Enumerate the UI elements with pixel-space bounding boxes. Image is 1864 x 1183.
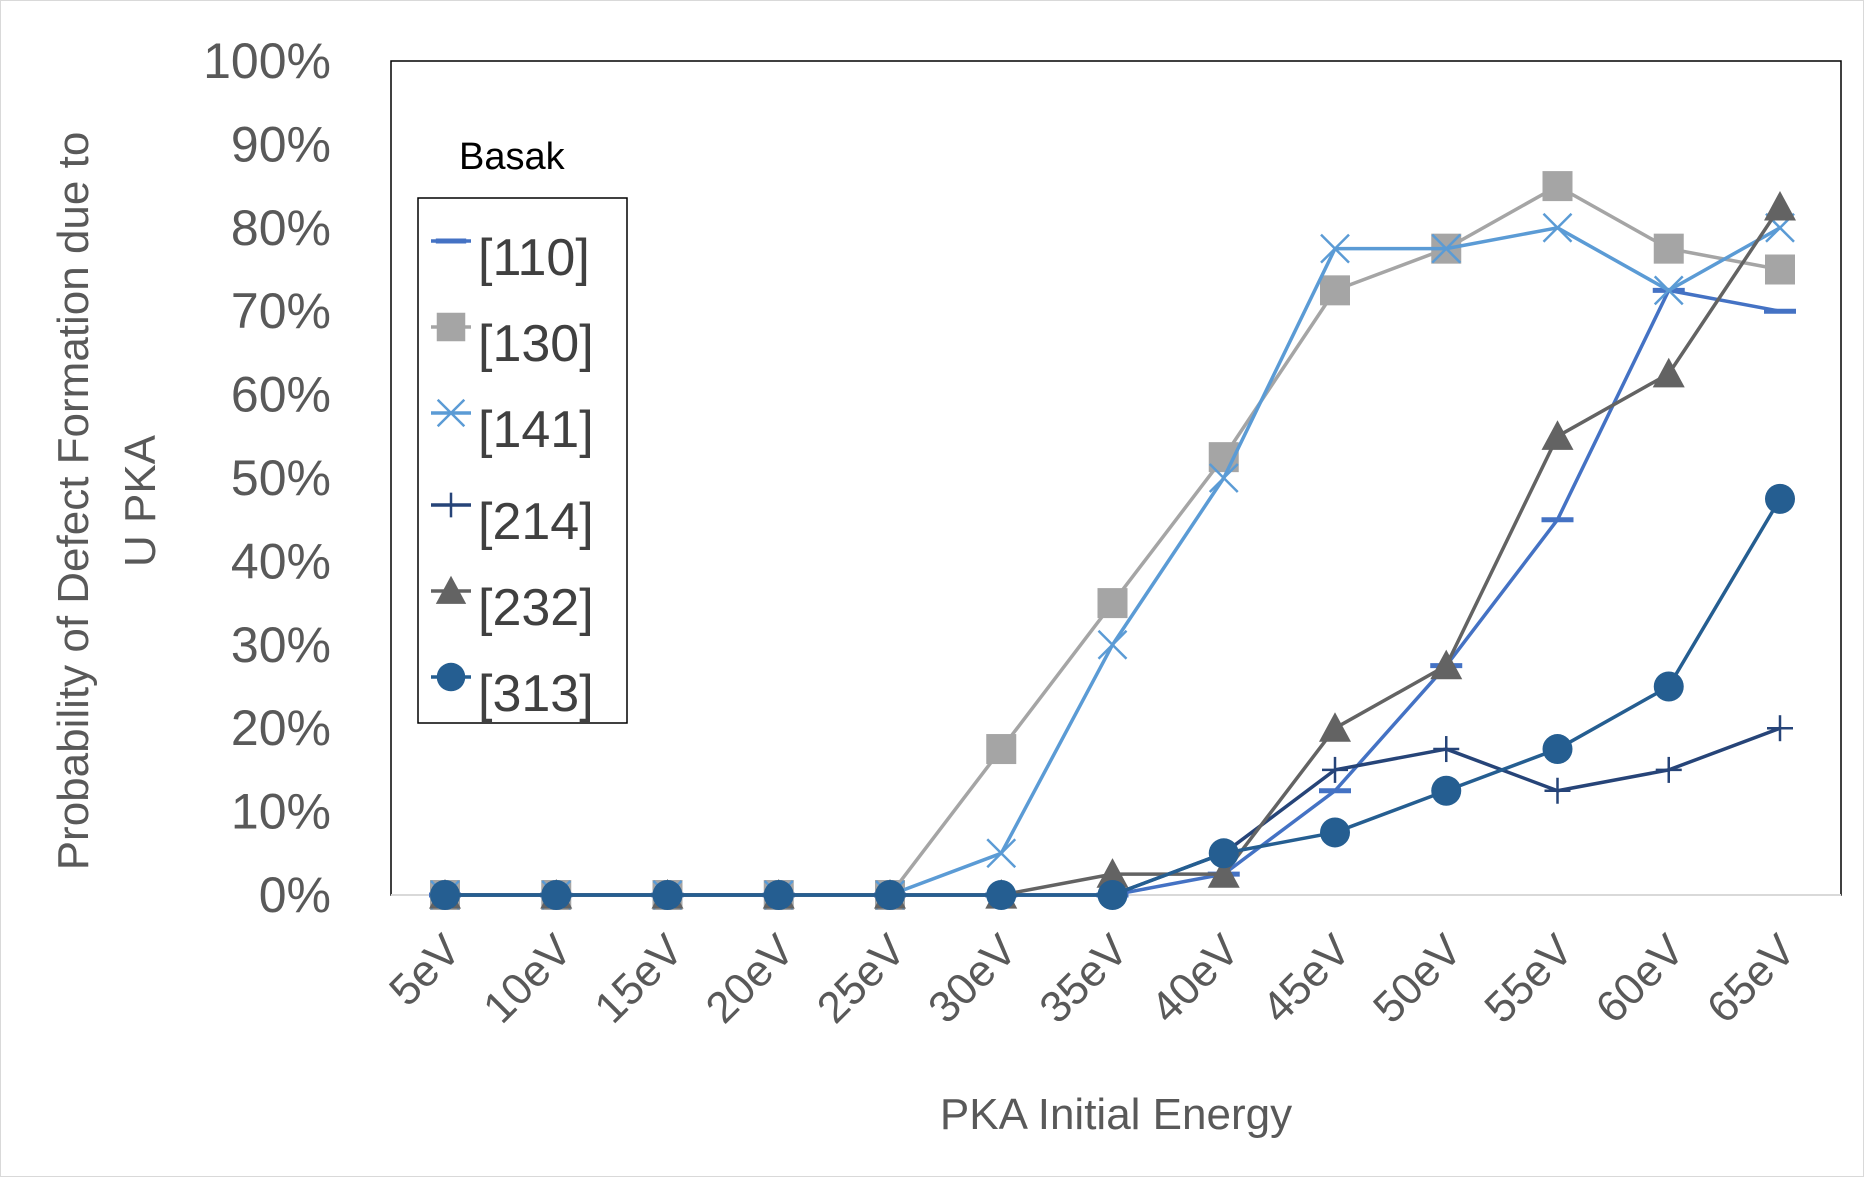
series-marker-square xyxy=(1765,254,1795,285)
series-marker-square xyxy=(436,312,466,342)
y-tick-label: 0% xyxy=(259,867,331,923)
x-tick-label: 15eV xyxy=(585,925,693,1033)
legend-entry: [110] xyxy=(431,229,590,287)
series-marker-x xyxy=(1320,233,1350,264)
series-marker-triangle xyxy=(1207,858,1240,888)
series-marker-triangle xyxy=(1652,357,1685,388)
series-marker-circle xyxy=(1542,734,1573,765)
series-marker-plus xyxy=(1322,756,1348,783)
legend-label: [214] xyxy=(478,493,594,551)
series-marker-square xyxy=(986,734,1017,765)
y-axis-label-line-2: U PKA xyxy=(116,434,165,567)
series-marker-triangle xyxy=(1764,190,1796,221)
legend-label: [313] xyxy=(478,665,594,723)
series-marker-circle xyxy=(986,880,1017,910)
series-marker-x xyxy=(1542,212,1573,243)
series-marker-circle xyxy=(875,880,905,910)
legend-entry: [141] xyxy=(431,398,594,459)
series-marker-triangle xyxy=(1541,420,1574,450)
y-tick-label: 20% xyxy=(231,700,331,756)
series-marker-x xyxy=(1653,275,1684,306)
y-tick-label: 10% xyxy=(231,784,331,840)
series-marker-x xyxy=(1431,233,1462,264)
series-marker-circle xyxy=(436,662,466,692)
legend-label: [232] xyxy=(478,579,594,637)
x-tick-label: 40eV xyxy=(1142,925,1250,1033)
series-marker-square xyxy=(1542,171,1573,202)
series-marker-plus xyxy=(438,492,464,518)
series-marker-triangle xyxy=(1319,712,1351,742)
y-tick-label: 90% xyxy=(231,116,331,172)
series-marker-circle xyxy=(1653,671,1684,702)
legend-title: Basak xyxy=(459,136,566,178)
series-marker-x xyxy=(986,838,1017,869)
x-tick-label: 60eV xyxy=(1587,925,1695,1033)
legend-entry: [232] xyxy=(431,575,594,637)
y-tick-label: 80% xyxy=(231,200,331,256)
series-marker-triangle xyxy=(435,575,467,604)
legend-entry: [130] xyxy=(431,312,594,373)
series-marker-circle xyxy=(1208,838,1239,869)
legend-entry: [214] xyxy=(431,492,594,551)
legend-label: [110] xyxy=(478,229,590,287)
x-tick-label: 35eV xyxy=(1030,925,1138,1033)
y-tick-label: 40% xyxy=(231,533,331,589)
series-marker-plus xyxy=(1655,756,1682,783)
series-marker-circle xyxy=(430,880,460,910)
legend-box xyxy=(417,197,628,724)
series-marker-x xyxy=(1097,629,1128,660)
series-marker-x xyxy=(1208,463,1239,493)
series-marker-triangle xyxy=(1096,858,1129,888)
plot-area xyxy=(390,60,1842,896)
x-tick-label: 20eV xyxy=(697,925,805,1033)
x-tick-label: 50eV xyxy=(1364,925,1472,1033)
series-marker-circle xyxy=(1431,775,1462,806)
legend-label: [130] xyxy=(478,315,594,373)
series-marker-circle xyxy=(763,880,794,910)
x-tick-label: 65eV xyxy=(1698,925,1806,1033)
series-marker-circle xyxy=(652,880,683,910)
series-marker-circle xyxy=(1320,817,1350,848)
series-marker-circle xyxy=(541,880,572,910)
legend-entry: [313] xyxy=(431,662,594,723)
series-marker-square xyxy=(1653,233,1684,264)
series-marker-circle xyxy=(1097,880,1128,910)
series-marker-plus xyxy=(1544,777,1571,804)
series-marker-square xyxy=(1097,588,1128,619)
y-axis-label-line-1: Probability of Defect Formation due to xyxy=(49,132,98,871)
y-tick-label: 50% xyxy=(231,450,331,506)
y-tick-label: 30% xyxy=(231,617,331,673)
x-tick-label: 5eV xyxy=(380,925,470,1015)
series-313 xyxy=(430,483,1795,910)
series-marker-square xyxy=(1320,275,1350,306)
x-tick-label: 30eV xyxy=(919,925,1027,1033)
y-tick-label: 60% xyxy=(231,367,331,423)
y-tick-label: 100% xyxy=(203,33,331,89)
series-marker-plus xyxy=(1433,736,1460,763)
series-marker-circle xyxy=(1765,483,1795,514)
x-tick-label: 25eV xyxy=(808,925,916,1033)
x-axis-label: PKA Initial Energy xyxy=(940,1090,1292,1139)
x-tick-label: 45eV xyxy=(1253,925,1361,1033)
series-marker-plus xyxy=(1767,715,1793,742)
series-marker-triangle xyxy=(1430,649,1463,680)
legend-label: [141] xyxy=(478,401,594,459)
y-tick-label: 70% xyxy=(231,283,331,339)
series-marker-x xyxy=(436,398,466,428)
x-tick-label: 10eV xyxy=(474,925,582,1033)
x-tick-label: 55eV xyxy=(1475,925,1583,1033)
